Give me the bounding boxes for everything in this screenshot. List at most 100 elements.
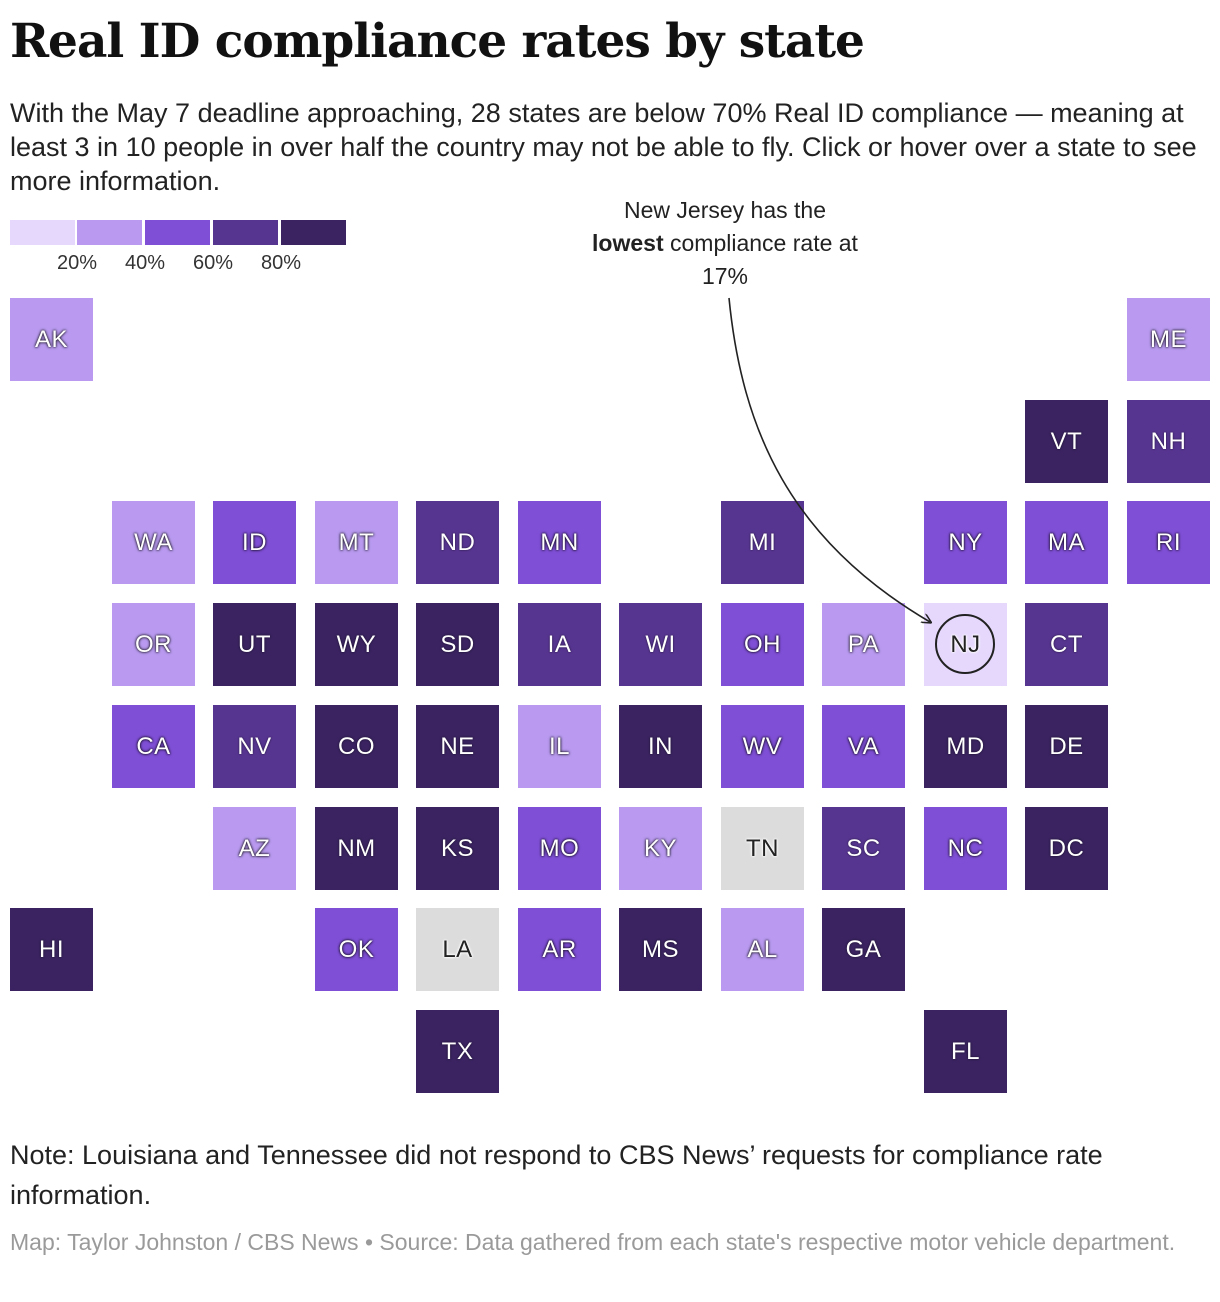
state-label: MA <box>1048 528 1085 556</box>
state-tile-nj[interactable]: NJ <box>924 603 1007 686</box>
state-label: MD <box>946 732 985 760</box>
state-tile-dc[interactable]: DC <box>1025 807 1108 890</box>
state-tile-al[interactable]: AL <box>721 908 804 991</box>
state-tile-de[interactable]: DE <box>1025 705 1108 788</box>
legend-swatch-60-80 <box>213 220 278 245</box>
state-tile-or[interactable]: OR <box>112 603 195 686</box>
state-tile-ks[interactable]: KS <box>416 807 499 890</box>
state-tile-nd[interactable]: ND <box>416 501 499 584</box>
state-label: KS <box>440 834 474 862</box>
legend-swatch-0-20 <box>10 220 75 245</box>
state-tile-ga[interactable]: GA <box>822 908 905 991</box>
state-label: AL <box>747 935 778 963</box>
state-tile-vt[interactable]: VT <box>1025 400 1108 483</box>
legend-tick-80: 80% <box>260 252 302 274</box>
legend-tick-20: 20% <box>56 252 98 274</box>
state-label: DE <box>1049 732 1084 760</box>
state-tile-ma[interactable]: MA <box>1025 501 1108 584</box>
state-label: AR <box>542 935 577 963</box>
state-label: WI <box>645 630 676 658</box>
state-label: VA <box>847 732 880 760</box>
state-label: NV <box>237 732 272 760</box>
tile-grid-map: AK ME VT NH WA ID MT ND MN MI NY MA RI OR UT WY SD IA WI OH… <box>0 290 1220 1100</box>
state-label: PA <box>847 630 880 658</box>
state-tile-id[interactable]: ID <box>213 501 296 584</box>
state-tile-wi[interactable]: WI <box>619 603 702 686</box>
state-label: OH <box>744 630 781 658</box>
state-tile-mt[interactable]: MT <box>315 501 398 584</box>
state-tile-ms[interactable]: MS <box>619 908 702 991</box>
state-tile-mn[interactable]: MN <box>518 501 601 584</box>
state-label: NH <box>1150 427 1187 455</box>
state-label: OK <box>338 935 375 963</box>
state-tile-ia[interactable]: IA <box>518 603 601 686</box>
state-tile-ut[interactable]: UT <box>213 603 296 686</box>
state-label: VT <box>1050 427 1083 455</box>
state-label: DC <box>1048 834 1085 862</box>
state-label: AK <box>34 325 68 353</box>
state-tile-ne[interactable]: NE <box>416 705 499 788</box>
state-label: NE <box>440 732 475 760</box>
state-label: WV <box>742 732 783 760</box>
annotation-bold-text: lowest <box>592 230 664 256</box>
state-label: UT <box>238 630 271 658</box>
state-tile-mi[interactable]: MI <box>721 501 804 584</box>
state-label: TN <box>746 834 779 862</box>
state-tile-nv[interactable]: NV <box>213 705 296 788</box>
state-tile-ok[interactable]: OK <box>315 908 398 991</box>
state-tile-ky[interactable]: KY <box>619 807 702 890</box>
state-tile-la[interactable]: LA <box>416 908 499 991</box>
state-tile-fl[interactable]: FL <box>924 1010 1007 1093</box>
state-tile-co[interactable]: CO <box>315 705 398 788</box>
state-tile-tx[interactable]: TX <box>416 1010 499 1093</box>
state-tile-oh[interactable]: OH <box>721 603 804 686</box>
state-tile-mo[interactable]: MO <box>518 807 601 890</box>
state-tile-wy[interactable]: WY <box>315 603 398 686</box>
state-tile-nc[interactable]: NC <box>924 807 1007 890</box>
state-tile-pa[interactable]: PA <box>822 603 905 686</box>
state-label: IN <box>648 732 673 760</box>
state-tile-ri[interactable]: RI <box>1127 501 1210 584</box>
legend-swatch-40-60 <box>145 220 210 245</box>
state-label: GA <box>845 935 882 963</box>
state-label: IA <box>547 630 572 658</box>
state-label: NJ <box>950 630 981 658</box>
state-tile-az[interactable]: AZ <box>213 807 296 890</box>
state-tile-il[interactable]: IL <box>518 705 601 788</box>
source-credit: Map: Taylor Johnston / CBS News • Source… <box>10 1229 1176 1255</box>
state-tile-ak[interactable]: AK <box>10 298 93 381</box>
color-legend: 20% 40% 60% 80% <box>10 220 350 274</box>
state-tile-ar[interactable]: AR <box>518 908 601 991</box>
state-tile-in[interactable]: IN <box>619 705 702 788</box>
state-label: RI <box>1156 528 1181 556</box>
state-label: SC <box>846 834 881 862</box>
state-label: CT <box>1050 630 1083 658</box>
state-tile-ct[interactable]: CT <box>1025 603 1108 686</box>
state-label: SD <box>440 630 475 658</box>
state-tile-va[interactable]: VA <box>822 705 905 788</box>
state-label: MN <box>540 528 579 556</box>
state-label: OR <box>135 630 172 658</box>
state-tile-md[interactable]: MD <box>924 705 1007 788</box>
legend-swatch-80-100 <box>281 220 346 245</box>
state-tile-me[interactable]: ME <box>1127 298 1210 381</box>
state-label: FL <box>950 1037 980 1065</box>
state-label: NC <box>947 834 984 862</box>
state-label: WA <box>134 528 173 556</box>
state-tile-sc[interactable]: SC <box>822 807 905 890</box>
state-label: AZ <box>238 834 271 862</box>
state-tile-sd[interactable]: SD <box>416 603 499 686</box>
footnote: Note: Louisiana and Tennessee did not re… <box>10 1140 1103 1210</box>
annotation-text-before: New Jersey has the <box>624 197 826 223</box>
state-label: MS <box>642 935 679 963</box>
state-tile-hi[interactable]: HI <box>10 908 93 991</box>
state-tile-ca[interactable]: CA <box>112 705 195 788</box>
state-tile-tn[interactable]: TN <box>721 807 804 890</box>
state-label: ND <box>439 528 476 556</box>
state-tile-wa[interactable]: WA <box>112 501 195 584</box>
state-tile-nm[interactable]: NM <box>315 807 398 890</box>
state-tile-nh[interactable]: NH <box>1127 400 1210 483</box>
legend-tick-40: 40% <box>124 252 166 274</box>
state-tile-wv[interactable]: WV <box>721 705 804 788</box>
state-tile-ny[interactable]: NY <box>924 501 1007 584</box>
